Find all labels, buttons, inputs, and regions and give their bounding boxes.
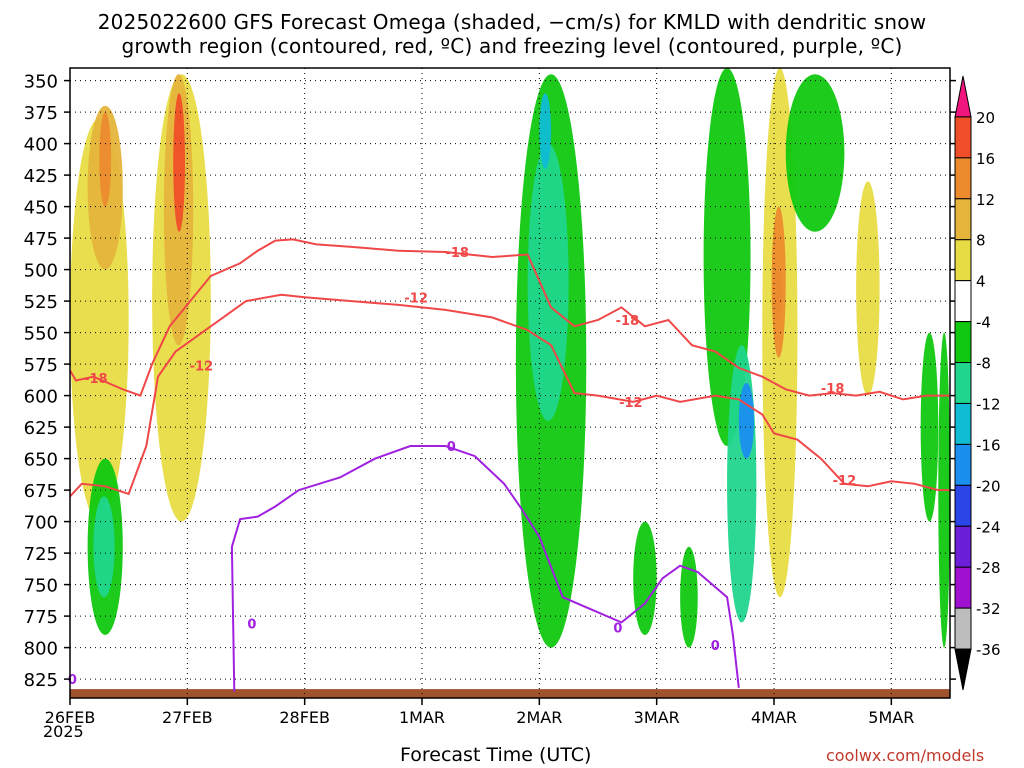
- colorbar-bin-14: [954, 648, 972, 691]
- omega-region-17: [785, 74, 845, 232]
- omega-region-18: [633, 521, 657, 635]
- contour-label-1: -12: [190, 359, 214, 374]
- y-tick-label-9: 575: [24, 355, 58, 376]
- colorbar-label-6: -8: [976, 355, 991, 373]
- omega-region-22: [856, 181, 880, 396]
- contour-label-12: 0: [68, 673, 77, 688]
- colorbar-bin-13: [954, 607, 972, 650]
- colorbar-label-9: -20: [976, 477, 1001, 495]
- colorbar-bin-2: [954, 157, 972, 200]
- y-tick-label-19: 825: [24, 670, 58, 691]
- omega-region-16: [774, 269, 783, 320]
- x-tick-label-7: 5MAR: [868, 708, 914, 727]
- colorbar-bin-12: [954, 566, 972, 609]
- y-tick-label-14: 700: [24, 513, 58, 534]
- x-axis-year-label: 2025: [43, 722, 84, 741]
- colorbar-bin-3: [954, 198, 972, 241]
- contour-label-7: -12: [833, 474, 857, 489]
- contour-label-11: 0: [711, 639, 720, 654]
- colorbar-bin-10: [954, 484, 972, 527]
- contour-label-3: -12: [404, 291, 428, 306]
- x-tick-label-1: 27FEB: [162, 708, 213, 727]
- y-tick-label-17: 775: [24, 607, 58, 628]
- y-tick-label-6: 500: [24, 261, 58, 282]
- y-tick-label-3: 425: [24, 166, 58, 187]
- y-tick-label-7: 525: [24, 292, 58, 313]
- contour-label-6: -18: [821, 382, 845, 397]
- y-tick-label-2: 400: [24, 135, 58, 156]
- x-tick-label-5: 3MAR: [634, 708, 680, 727]
- y-tick-label-8: 550: [24, 324, 58, 345]
- y-tick-label-11: 625: [24, 418, 58, 439]
- contour-label-2: -18: [445, 246, 469, 261]
- colorbar-label-12: -32: [976, 600, 1001, 618]
- colorbar-label-4: 4: [976, 273, 986, 291]
- colorbar-bin-11: [954, 525, 972, 568]
- contour-label-8: 0: [447, 440, 456, 455]
- omega-region-13: [738, 383, 755, 459]
- omega-region-9: [527, 143, 569, 421]
- x-tick-label-3: 1MAR: [399, 708, 445, 727]
- y-tick-label-0: 350: [24, 72, 58, 93]
- colorbar-label-13: -36: [976, 641, 1001, 659]
- contour-label-5: -12: [619, 396, 643, 411]
- colorbar-bin-7: [954, 362, 972, 404]
- omega-region-12: [727, 345, 757, 623]
- colorbar-label-8: -16: [976, 436, 1001, 454]
- colorbar-label-11: -28: [976, 559, 1001, 577]
- contour-label-10: 0: [613, 621, 622, 636]
- colorbar-label-0: 20: [976, 109, 995, 127]
- x-tick-label-0: 26FEB: [45, 708, 96, 727]
- colorbar-label-3: 8: [976, 232, 986, 250]
- colorbar-bin-8: [954, 402, 972, 445]
- omega-region-10: [539, 93, 552, 169]
- contour-line-0: [69, 238, 950, 401]
- colorbar-label-7: -12: [976, 395, 1001, 413]
- plot-frame: [69, 67, 951, 699]
- colorbar-label-10: -24: [976, 518, 1001, 536]
- y-tick-label-18: 800: [24, 639, 58, 660]
- contour-label-4: -18: [616, 314, 640, 329]
- contour-line-1: [69, 293, 950, 498]
- omega-region-5: [173, 93, 185, 232]
- y-tick-label-1: 375: [24, 103, 58, 124]
- colorbar-label-2: 12: [976, 191, 995, 209]
- x-axis-label: Forecast Time (UTC): [400, 744, 592, 766]
- colorbar-bin-1: [954, 116, 972, 159]
- omega-region-7: [93, 496, 115, 598]
- colorbar-bin-5: [954, 280, 972, 323]
- colorbar-bin-6: [954, 321, 972, 364]
- y-tick-label-4: 450: [24, 198, 58, 219]
- y-tick-label-16: 750: [24, 576, 58, 597]
- y-tick-label-5: 475: [24, 229, 58, 250]
- x-tick-label-6: 4MAR: [751, 708, 797, 727]
- ground-fill: [70, 689, 950, 698]
- chart-subtitle: growth region (contoured, red, ºC) and f…: [121, 34, 903, 58]
- y-tick-label-12: 650: [24, 450, 58, 471]
- colorbar-bin-0: [954, 75, 972, 118]
- contour-label-0: -18: [84, 372, 108, 387]
- credit-link[interactable]: coolwx.com/models: [826, 746, 985, 765]
- y-tick-label-13: 675: [24, 481, 58, 502]
- omega-region-20: [920, 332, 939, 522]
- x-tick-label-2: 28FEB: [279, 708, 330, 727]
- contour-line-2: [230, 445, 740, 692]
- y-tick-label-10: 600: [24, 387, 58, 408]
- colorbar-bin-9: [954, 443, 972, 486]
- x-tick-label-4: 2MAR: [516, 708, 562, 727]
- y-tick-label-15: 725: [24, 544, 58, 565]
- omega-region-2: [99, 112, 112, 207]
- contour-label-9: 0: [247, 618, 256, 633]
- chart-title: 2025022600 GFS Forecast Omega (shaded, −…: [97, 10, 927, 34]
- colorbar-label-5: -4: [976, 314, 991, 332]
- omega-region-19: [680, 546, 698, 648]
- colorbar-label-1: 16: [976, 150, 995, 168]
- colorbar-bin-4: [954, 239, 972, 282]
